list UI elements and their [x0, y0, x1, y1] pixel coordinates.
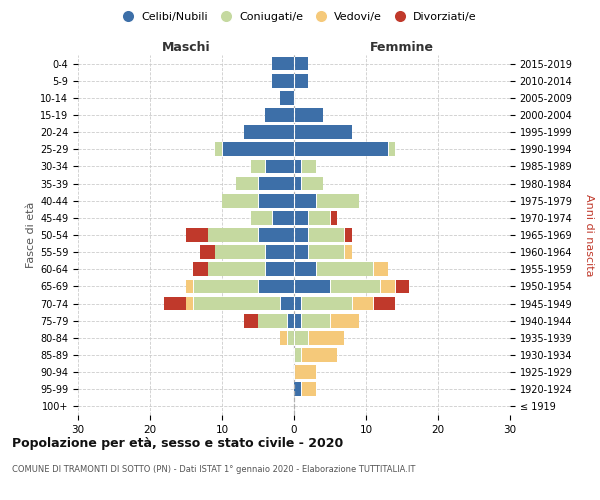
Bar	[251, 211, 272, 224]
Bar	[265, 246, 294, 259]
Bar	[280, 331, 287, 344]
Bar	[215, 142, 222, 156]
Bar	[294, 314, 301, 328]
Text: COMUNE DI TRAMONTI DI SOTTO (PN) - Dati ISTAT 1° gennaio 2020 - Elaborazione TUT: COMUNE DI TRAMONTI DI SOTTO (PN) - Dati …	[12, 466, 415, 474]
Text: Femmine: Femmine	[370, 41, 434, 54]
Bar	[193, 280, 258, 293]
Bar	[294, 228, 308, 242]
Bar	[301, 314, 330, 328]
Bar	[373, 296, 395, 310]
Bar	[330, 314, 359, 328]
Bar	[301, 296, 352, 310]
Bar	[287, 331, 294, 344]
Bar	[344, 228, 352, 242]
Bar	[244, 314, 258, 328]
Bar	[294, 296, 301, 310]
Bar	[294, 74, 308, 88]
Bar	[294, 382, 301, 396]
Bar	[272, 74, 294, 88]
Bar	[258, 280, 294, 293]
Bar	[294, 176, 301, 190]
Bar	[265, 108, 294, 122]
Bar	[294, 348, 301, 362]
Bar	[294, 160, 301, 173]
Y-axis label: Fasce di età: Fasce di età	[26, 202, 36, 268]
Bar	[215, 246, 265, 259]
Bar	[186, 296, 193, 310]
Bar	[193, 262, 208, 276]
Bar	[308, 331, 344, 344]
Bar	[388, 142, 395, 156]
Bar	[258, 176, 294, 190]
Bar	[395, 280, 409, 293]
Bar	[294, 108, 323, 122]
Bar	[294, 246, 308, 259]
Bar	[373, 262, 388, 276]
Bar	[294, 366, 316, 379]
Bar	[208, 228, 258, 242]
Bar	[301, 160, 316, 173]
Bar	[294, 211, 308, 224]
Bar	[193, 296, 280, 310]
Bar	[272, 56, 294, 70]
Bar	[330, 280, 380, 293]
Bar	[265, 262, 294, 276]
Bar	[287, 314, 294, 328]
Bar	[280, 91, 294, 104]
Bar	[265, 160, 294, 173]
Bar	[294, 194, 316, 207]
Bar	[316, 262, 373, 276]
Bar	[330, 211, 337, 224]
Bar	[258, 314, 287, 328]
Bar	[222, 194, 258, 207]
Bar	[294, 331, 308, 344]
Bar	[186, 228, 208, 242]
Bar	[294, 262, 316, 276]
Y-axis label: Anni di nascita: Anni di nascita	[584, 194, 594, 276]
Bar	[301, 382, 316, 396]
Text: Popolazione per età, sesso e stato civile - 2020: Popolazione per età, sesso e stato civil…	[12, 438, 343, 450]
Bar	[308, 228, 344, 242]
Bar	[294, 280, 330, 293]
Bar	[308, 211, 330, 224]
Bar	[258, 194, 294, 207]
Text: Maschi: Maschi	[161, 41, 211, 54]
Bar	[301, 348, 337, 362]
Bar	[164, 296, 186, 310]
Bar	[352, 296, 373, 310]
Bar	[208, 262, 265, 276]
Legend: Celibi/Nubili, Coniugati/e, Vedovi/e, Divorziati/e: Celibi/Nubili, Coniugati/e, Vedovi/e, Di…	[120, 8, 480, 25]
Bar	[186, 280, 193, 293]
Bar	[272, 211, 294, 224]
Bar	[280, 296, 294, 310]
Bar	[258, 228, 294, 242]
Bar	[344, 246, 352, 259]
Bar	[294, 142, 388, 156]
Bar	[294, 126, 352, 139]
Bar	[316, 194, 359, 207]
Bar	[222, 142, 294, 156]
Bar	[308, 246, 344, 259]
Bar	[380, 280, 395, 293]
Bar	[244, 126, 294, 139]
Bar	[200, 246, 215, 259]
Bar	[301, 176, 323, 190]
Bar	[236, 176, 258, 190]
Bar	[251, 160, 265, 173]
Bar	[294, 56, 308, 70]
